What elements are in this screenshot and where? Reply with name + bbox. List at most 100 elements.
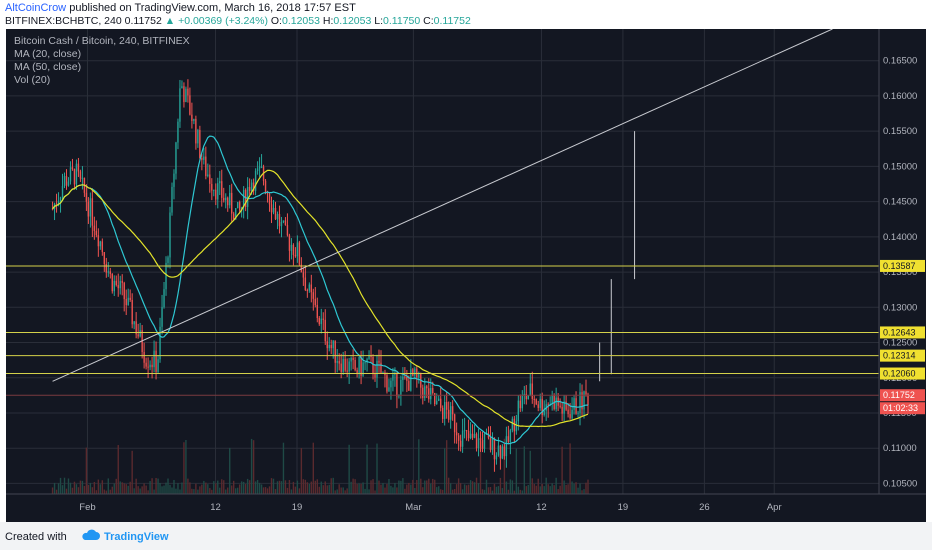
- volume-bar: [340, 487, 342, 494]
- volume-bar: [376, 443, 378, 494]
- volume-bar: [85, 447, 88, 494]
- volume-bar: [366, 444, 368, 494]
- candle-body: [298, 242, 301, 265]
- volume-bar: [248, 480, 251, 494]
- x-tick-label: 12: [536, 502, 547, 513]
- candle-body: [310, 284, 313, 293]
- volume-bar: [384, 487, 386, 494]
- candle-body: [348, 361, 350, 372]
- volume-bar: [328, 484, 330, 494]
- candle-body: [386, 375, 388, 392]
- y-tick-label: 0.11000: [883, 443, 917, 454]
- candle-body: [292, 244, 295, 255]
- candle-body: [77, 163, 80, 172]
- change-value: +0.00369 (+3.24%): [178, 15, 268, 27]
- last-price-tag: 0.11752: [883, 390, 915, 400]
- publication-line: AltCoinCrow published on TradingView.com…: [5, 2, 356, 14]
- tradingview-brand[interactable]: TradingView: [104, 531, 169, 543]
- volume-bar: [53, 482, 56, 494]
- volume-bar: [294, 486, 297, 494]
- y-tick-label: 0.16000: [883, 91, 917, 102]
- volume-bar: [143, 483, 145, 494]
- candle-body: [242, 189, 245, 208]
- legend-ma50[interactable]: MA (50, close): [14, 61, 82, 73]
- trendline[interactable]: [52, 29, 833, 382]
- high-label: H:: [322, 15, 334, 27]
- candle-body: [525, 393, 527, 400]
- volume-bar: [304, 479, 307, 494]
- candle-body: [342, 358, 344, 372]
- volume-bar: [541, 484, 543, 494]
- candle-body: [539, 398, 541, 408]
- volume-bar: [521, 490, 524, 494]
- volume-bar: [318, 486, 320, 494]
- candle-body: [352, 357, 354, 360]
- volume-bars: [51, 438, 589, 494]
- candle-body: [173, 173, 175, 187]
- candle-body: [187, 88, 189, 96]
- candle-body: [163, 289, 165, 308]
- volume-bar: [402, 478, 404, 494]
- volume-bar: [246, 478, 249, 494]
- legend-vol[interactable]: Vol (20): [14, 74, 51, 86]
- candle-body: [372, 357, 374, 375]
- volume-bar: [187, 478, 189, 494]
- volume-bar: [455, 484, 458, 494]
- created-with-text: Created with: [5, 531, 67, 543]
- candle-body: [358, 356, 360, 374]
- candle-body: [481, 440, 484, 449]
- close-label: C:: [423, 15, 434, 27]
- volume-bar: [505, 481, 508, 494]
- symbol-info-line: BITFINEX:BCHBTC, 240 0.11752 ▲ +0.00369 …: [5, 15, 471, 27]
- candle-body: [147, 366, 149, 368]
- candle-body: [231, 192, 233, 214]
- volume-bar: [268, 486, 271, 494]
- candle-body: [428, 388, 430, 400]
- y-tick-label: 0.13500: [883, 267, 917, 278]
- candle-body: [121, 281, 123, 283]
- volume-bar: [515, 448, 518, 494]
- volume-bar: [473, 482, 476, 494]
- volume-bar: [211, 489, 213, 494]
- volume-bar: [430, 483, 432, 494]
- x-tick-label: 26: [699, 502, 710, 513]
- volume-bar: [286, 487, 289, 494]
- volume-bar: [358, 483, 360, 494]
- candle-body: [129, 297, 131, 300]
- level-tag: 0.12314: [883, 351, 916, 361]
- volume-bar: [422, 487, 424, 494]
- volume-bar: [436, 487, 438, 494]
- candle-body: [350, 357, 352, 362]
- volume-bar: [350, 481, 352, 494]
- candle-body: [272, 207, 275, 213]
- volume-bar: [332, 477, 334, 494]
- candle-body: [213, 189, 215, 191]
- candle-body: [256, 168, 259, 171]
- candle-body: [153, 350, 155, 368]
- tradingview-cloud-icon[interactable]: [80, 529, 100, 541]
- candle-body: [473, 433, 476, 438]
- candle-body: [414, 368, 416, 376]
- author-link[interactable]: AltCoinCrow: [5, 2, 67, 14]
- volume-bar: [250, 438, 253, 494]
- volume-bar: [57, 483, 60, 494]
- level-tag-bg: [880, 259, 925, 272]
- volume-bar: [324, 481, 326, 494]
- legend-ma20[interactable]: MA (20, close): [14, 48, 82, 60]
- volume-bar: [266, 488, 269, 494]
- y-tick-label: 0.15500: [883, 126, 917, 137]
- time-axis[interactable]: [6, 494, 926, 522]
- volume-bar: [225, 489, 227, 494]
- candle-body: [131, 299, 133, 325]
- candle-body: [177, 121, 179, 143]
- volume-bar: [549, 486, 551, 494]
- candle-body: [93, 225, 96, 231]
- candle-body: [573, 398, 575, 410]
- volume-bar: [459, 483, 462, 494]
- price-chart-svg[interactable]: 0.16500 0.16000 0.15500 0.15000 0.14500 0.140…: [6, 29, 926, 522]
- candle-body: [370, 355, 372, 358]
- price-axis[interactable]: [879, 29, 926, 522]
- volume-bar: [153, 489, 155, 494]
- candle-body: [388, 387, 390, 392]
- chart-area[interactable]: 0.16500 0.16000 0.15500 0.15000 0.14500 0.140…: [6, 29, 926, 522]
